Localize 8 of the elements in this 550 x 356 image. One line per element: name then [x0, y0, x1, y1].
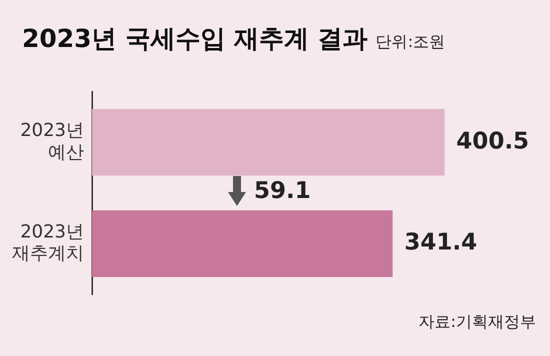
annotation: 59.1: [254, 178, 311, 204]
chart-title: 2023년 국세수입 재추계 결과: [22, 23, 368, 55]
data-label: 341.4: [404, 230, 478, 256]
data-label: 400.5: [456, 128, 530, 154]
y-tick-label: 2023년 재추계치: [12, 222, 84, 264]
text: 자료:기획재정부: [418, 312, 536, 333]
chart-subtitle: 단위:조원: [376, 32, 446, 53]
y-tick-label: 2023년 예산: [20, 120, 84, 163]
